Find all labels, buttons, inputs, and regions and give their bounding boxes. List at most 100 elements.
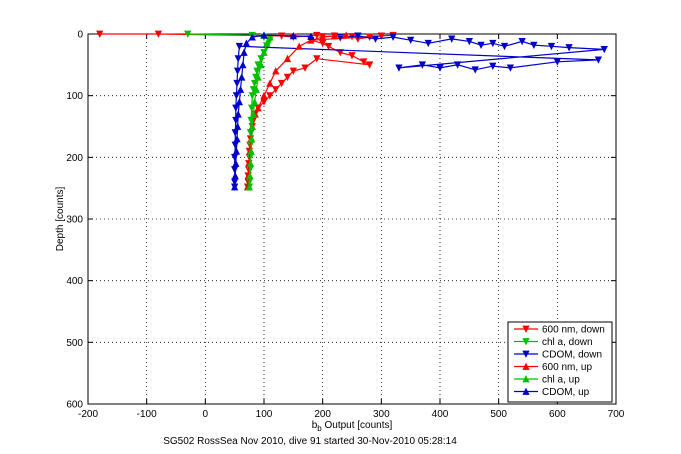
data-point [553,58,561,66]
data-point [233,122,242,130]
data-point [324,42,333,51]
y-tick-label: 100 [66,91,83,102]
data-point [377,32,385,40]
data-points [96,30,608,191]
y-tick-label: 200 [66,153,83,164]
y-tick-label: 600 [66,400,83,411]
data-point [266,33,274,41]
legend-marker [522,325,530,333]
data-point [238,73,246,81]
data-point [233,134,241,143]
data-point [239,60,247,69]
x-axis-label-rest: Output [counts] [322,420,393,431]
data-point [565,44,573,52]
data-point [248,122,256,130]
data-point [246,159,255,167]
data-point [289,67,297,75]
data-point [354,32,362,40]
legend-marker [522,362,530,370]
data-point [283,73,292,82]
data-point [389,33,397,41]
data-point [232,92,241,100]
data-point [313,55,321,63]
data-point [184,30,192,38]
data-point [233,67,242,75]
data-point [240,48,248,56]
data-point [289,31,297,40]
data-point [260,48,268,56]
data-point [231,171,239,180]
data-point [424,39,432,48]
data-point [277,79,286,88]
data-point [342,31,350,39]
data-point [248,92,256,100]
data-point [307,36,315,44]
data-point [283,54,292,63]
legend-marker [522,387,530,395]
legend-marker [522,338,530,346]
legend-label: CDOM, up [542,387,590,398]
legend-label: CDOM, down [542,350,602,361]
data-point [547,42,556,51]
data-point [242,39,251,47]
data-point [471,66,479,74]
legend-marker [522,375,530,383]
data-point [272,86,280,94]
data-point [307,32,315,40]
data-point [252,85,261,93]
data-point [245,183,253,191]
data-point [234,110,242,118]
data-point [489,39,497,48]
data-point [253,67,261,75]
data-point [234,55,242,63]
data-point [295,42,303,50]
x-tick-label: 100 [256,409,273,420]
data-point [254,104,262,112]
y-tick-label: 300 [66,215,83,226]
series-2 [231,32,608,191]
data-point [260,91,268,100]
data-point [232,159,240,167]
x-axis-label-subscript: b [317,424,322,433]
y-tick-label: 500 [66,338,83,349]
data-point [236,85,245,93]
x-axis-label: bb Output [counts] [312,420,393,433]
data-point [247,147,255,155]
legend-label: 600 nm, down [542,325,605,336]
data-point [489,62,497,70]
data-point [348,52,356,60]
data-point [233,79,241,88]
data-point [330,31,339,40]
x-tick-label: 0 [203,409,209,420]
legend-label: chl a, up [542,375,580,386]
x-tick-label: 200 [314,409,331,420]
data-point [395,64,403,72]
data-point [600,46,608,54]
x-tick-label: -200 [78,409,98,420]
x-tick-label: 400 [432,409,449,420]
data-point [594,56,603,64]
data-point [407,36,415,45]
y-tick-label: 400 [66,276,83,287]
data-point [453,61,462,69]
data-point [477,41,485,49]
data-point [235,97,244,106]
data-point [336,49,344,57]
figure-caption: SG502 RossSea Nov 2010, dive 91 started … [163,436,457,447]
data-point [154,30,163,38]
data-point [313,31,321,40]
data-point [235,42,244,51]
data-point [448,35,456,43]
data-point [249,110,258,118]
series-5 [231,31,315,191]
data-point [418,61,427,69]
data-point [518,38,526,46]
x-tick-label: 600 [549,409,566,420]
data-point [266,79,274,87]
data-point [266,92,274,100]
data-point [250,97,259,106]
legend-marker [522,350,530,358]
